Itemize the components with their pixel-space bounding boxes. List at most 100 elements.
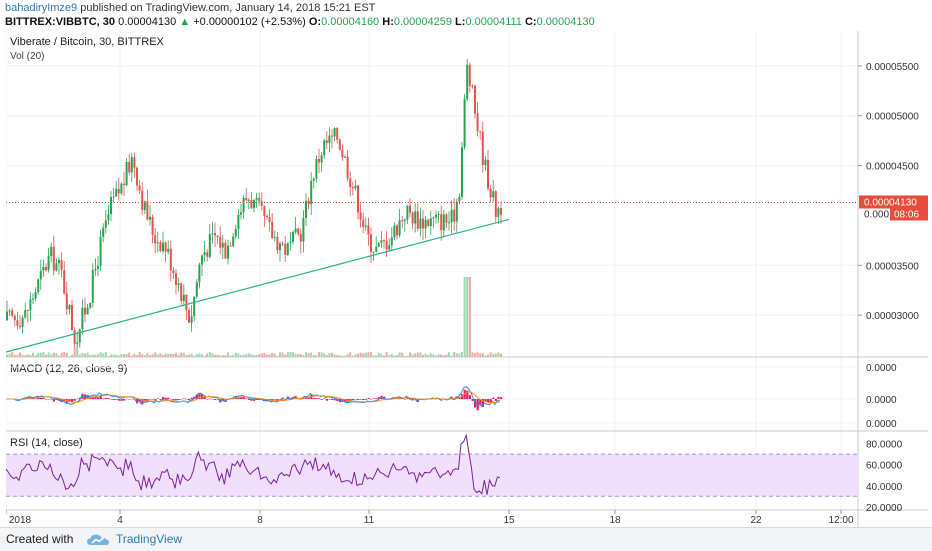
candle-body [146,201,149,220]
macd-histogram-bar [299,399,302,400]
candle-body [136,167,138,186]
volume-bar [359,352,362,357]
macd-histogram-bar [401,398,404,399]
volume-bar [203,355,206,357]
macd-histogram-bar [55,399,58,400]
candle-body [97,265,99,269]
candle-body [409,205,411,213]
macd-histogram-bar [242,397,245,399]
candle-body [299,233,302,242]
volume-bar [71,354,73,357]
candle-body [60,260,63,271]
macd-histogram-bar [112,399,115,401]
candle-body [424,219,427,229]
candle-body [354,185,357,189]
macd-histogram-bar [182,398,185,399]
candle-body [149,216,151,220]
tradingview-brand-link[interactable]: TradingView [116,532,183,546]
macd-histogram-bar [219,399,222,403]
macd-histogram-bar [39,397,42,399]
macd-histogram-bar [123,399,126,401]
author-link[interactable]: bahadiryImze9 [5,2,78,14]
volume-bar [128,352,131,357]
candle-body [445,214,448,223]
candle-body [45,266,47,271]
candle-body [419,218,422,229]
candle-body [162,242,164,252]
candle-body [403,219,406,221]
macd-histogram-bar [328,399,331,400]
volume-bar [372,355,375,357]
volume-bar [6,354,8,357]
candle-body [476,113,479,132]
macd-histogram-bar [115,399,118,400]
volume-bar [481,353,484,357]
candle-body [39,270,42,280]
macd-histogram-bar [94,396,97,399]
volume-bar [208,352,211,357]
macd-tick-label: 0.0000 [866,395,897,406]
candle-body [388,245,391,250]
candle-body [377,243,380,247]
volume-bar [141,353,144,357]
candle-body [112,196,115,198]
macd-histogram-bar [125,398,128,400]
macd-histogram-bar [117,399,120,401]
macd-histogram-bar [34,398,37,399]
volume-bar [214,354,216,357]
macd-histogram-bar [292,397,295,399]
macd-histogram-bar [403,399,406,400]
candle-body [375,246,378,252]
publish-info: bahadiryImze9 published on TradingView.c… [5,2,375,14]
candle-body [294,228,297,233]
volume-bar [76,347,79,357]
volume-bar [21,354,24,357]
candle-body [203,252,206,256]
tradingview-cloud-icon[interactable] [86,533,110,547]
candle-body [263,205,266,216]
volume-bar [299,353,302,357]
candle-body [58,260,60,264]
candle-body [349,178,352,188]
macd-histogram-bar [357,399,360,400]
rsi-tick-label: 60.0000 [866,461,903,472]
volume-bar [123,354,125,357]
volume-bar [388,354,391,357]
macd-histogram-bar [206,399,209,400]
candle-body [372,251,375,253]
volume-bar [37,353,40,357]
macd-histogram-bar [367,397,370,399]
volume-bar [42,352,45,357]
volume-bar [403,355,406,357]
volume-bar [497,352,500,357]
volume-bar [419,352,422,357]
macd-histogram-bar [146,399,149,401]
macd-histogram-bar [409,399,412,400]
macd-line [6,386,501,407]
trading-chart[interactable]: 0.00005500 0.00005000 0.00004500 0.00003500… [6,31,928,527]
candle-body [128,162,131,173]
candle-body [323,140,326,156]
candle-body [479,131,482,133]
macd-histogram-bar [349,399,352,402]
candle-body [42,266,45,271]
candle-body [494,191,497,217]
volume-bar [234,352,237,357]
price-tick-label: 0.00004500 [866,162,919,173]
candle-body [401,220,404,222]
macd-histogram-bar [489,399,492,403]
macd-histogram-bar [84,394,87,399]
candle-body [328,135,331,143]
candle-body [120,183,123,194]
macd-histogram-bar [383,396,386,399]
macd-histogram-bar [372,398,375,399]
price-tick-label: 0.00003000 [866,311,919,322]
volume-bar [151,354,154,357]
macd-histogram-bar [471,399,474,401]
candle-body [297,228,300,234]
candle-body [240,212,242,215]
volume-bar [68,355,71,357]
volume-bar [336,355,339,357]
volume-bar [406,355,409,357]
volume-bar [250,354,253,357]
